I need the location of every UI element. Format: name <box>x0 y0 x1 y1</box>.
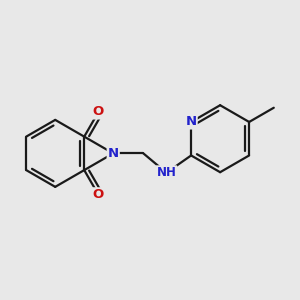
Text: N: N <box>186 116 197 128</box>
Text: N: N <box>108 147 119 160</box>
Text: O: O <box>93 188 104 201</box>
Text: O: O <box>93 106 104 118</box>
Text: NH: NH <box>157 166 176 179</box>
